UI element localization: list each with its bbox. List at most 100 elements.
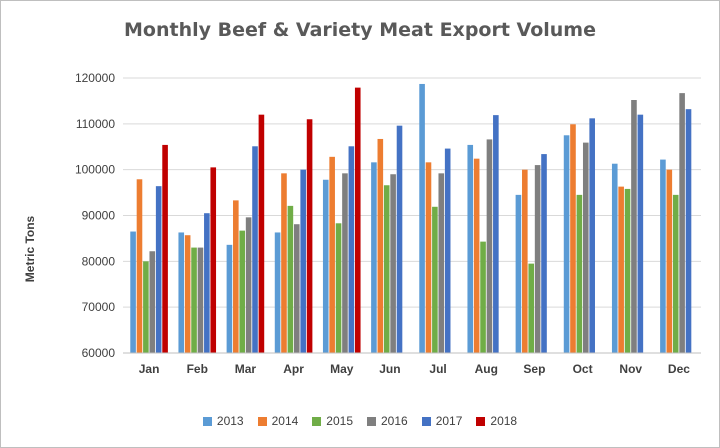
bar-2018-mar [258, 114, 265, 354]
legend-label: 2015 [326, 414, 353, 428]
bar-2016-nov [631, 100, 637, 353]
bar-2013-jan [130, 231, 136, 353]
bar-2018-may [354, 87, 361, 353]
y-tick-label: 70000 [82, 300, 116, 314]
bar-2017-jan [155, 186, 162, 353]
bar-2013-oct [563, 135, 570, 353]
legend-label: 2016 [381, 414, 408, 428]
bar-2016-mar [245, 217, 252, 353]
x-tick-label: Apr [283, 362, 304, 376]
bar-2013-feb [178, 232, 185, 353]
y-tick-label: 100000 [75, 163, 115, 177]
bar-2014-nov [618, 186, 624, 353]
legend-swatch [476, 416, 486, 426]
bar-2015-aug [480, 241, 486, 353]
bar-2014-oct [570, 124, 576, 354]
bar-2017-jun [396, 125, 403, 354]
bar-2013-aug [467, 144, 474, 353]
x-tick-label: May [330, 362, 354, 376]
legend-swatch [367, 416, 376, 426]
bar-2013-sep [515, 194, 522, 353]
bar-2015-nov [624, 188, 631, 353]
bar-2013-apr [274, 232, 281, 353]
bar-2015-oct [576, 194, 583, 353]
legend-item-2017: 2017 [421, 414, 463, 428]
legend-label: 2013 [216, 414, 244, 428]
legend-item-2018: 2018 [476, 414, 517, 428]
chart-title: Monthly Beef & Variety Meat Export Volum… [124, 19, 596, 41]
bar-2016-feb [197, 247, 204, 353]
bar-2014-apr [281, 173, 287, 353]
legend-swatch [312, 416, 322, 426]
x-tick-label: Oct [573, 362, 593, 376]
x-tick-label: Aug [475, 362, 498, 376]
bar-2015-apr [287, 205, 294, 353]
bar-2016-jan [149, 251, 156, 353]
legend-swatch [202, 416, 212, 426]
bar-2016-jun [390, 174, 396, 353]
bar-2017-apr [300, 169, 306, 353]
bar-2017-sep [541, 154, 547, 353]
y-tick-label: 80000 [82, 254, 116, 268]
bar-2014-mar [233, 200, 239, 353]
bar-2016-sep [534, 165, 541, 353]
y-tick-label: 120000 [75, 71, 115, 85]
x-tick-label: Jun [379, 362, 400, 376]
bar-2017-dec [685, 109, 692, 354]
bar-2016-aug [486, 139, 493, 353]
x-tick-label: Dec [668, 362, 690, 376]
bar-2014-dec [666, 169, 673, 353]
legend-label: 2017 [435, 414, 463, 428]
bar-2013-jul [419, 83, 425, 353]
bar-2015-jun [383, 185, 390, 353]
x-tick-label: Nov [619, 362, 642, 376]
bar-2017-mar [252, 146, 258, 353]
bar-2014-aug [473, 158, 480, 353]
bar-2016-apr [293, 224, 300, 353]
bar-2015-jan [143, 261, 149, 353]
bar-2016-dec [679, 93, 685, 353]
bar-2017-aug [493, 115, 499, 353]
bar-2014-sep [522, 169, 528, 353]
legend-label: 2018 [490, 414, 518, 428]
bar-2015-dec [672, 194, 679, 353]
x-tick-label: Jul [429, 362, 446, 376]
legend-swatch [257, 416, 267, 426]
bar-2017-may [348, 146, 355, 353]
bar-2015-jul [432, 206, 438, 353]
x-tick-label: Feb [187, 362, 208, 376]
y-tick-label: 90000 [82, 209, 116, 223]
bar-2017-oct [589, 118, 595, 353]
bar-2018-jan [162, 144, 168, 353]
bar-2017-nov [637, 114, 644, 354]
bar-2014-jan [136, 179, 143, 353]
x-tick-label: Jan [139, 362, 160, 376]
bar-2017-feb [204, 213, 210, 353]
chart-legend: 2013 2014 2015 2016 2017 2018 [1, 414, 719, 428]
bar-2018-feb [210, 167, 217, 353]
bar-2015-mar [239, 230, 246, 353]
bar-2016-jul [438, 173, 445, 353]
bar-2014-feb [184, 235, 191, 353]
y-tick-label: 110000 [76, 117, 115, 131]
bar-2013-mar [226, 244, 233, 353]
x-tick-label: Sep [523, 362, 545, 376]
legend-swatch [421, 416, 431, 426]
bar-2013-dec [660, 159, 666, 353]
bar-2015-sep [528, 263, 535, 353]
bar-2014-may [329, 156, 335, 353]
bar-2015-may [335, 223, 342, 353]
legend-item-2013: 2013 [202, 414, 244, 428]
bar-2013-jun [371, 162, 377, 353]
bar-2014-jun [377, 138, 384, 353]
legend-item-2016: 2016 [367, 414, 408, 428]
bar-2018-apr [306, 119, 313, 353]
y-tick-label: 60000 [82, 346, 116, 360]
x-tick-label: Mar [235, 362, 257, 376]
legend-item-2015: 2015 [312, 414, 353, 428]
bar-2013-nov [611, 163, 618, 353]
bar-2015-feb [191, 247, 197, 353]
bar-2017-jul [444, 148, 451, 353]
